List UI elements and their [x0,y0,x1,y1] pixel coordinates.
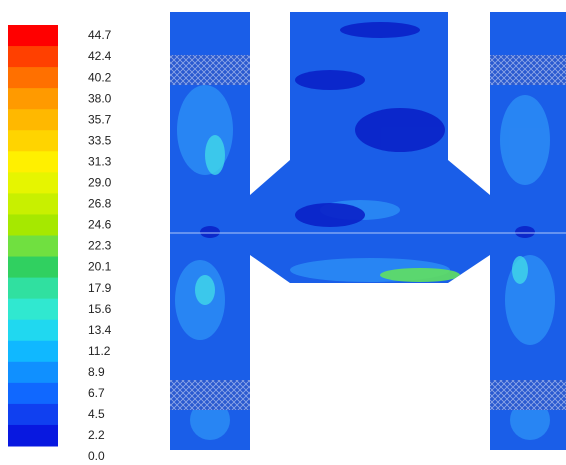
colorbar-label: 42.4 [88,49,112,63]
contour-figure: 44.7 42.4 40.2 38.0 35.7 33.5 31.3 29.0 26.8 24.6… [0,0,566,465]
color-band [8,193,58,215]
color-band [8,236,58,258]
color-band [8,67,58,89]
colorbar-label: 15.6 [88,302,112,316]
colorbar-label: 31.3 [88,154,112,168]
domain [160,0,566,465]
colorbar-label: 17.9 [88,281,112,295]
color-band [8,320,58,342]
colorbar-label: 8.9 [88,365,105,379]
color-band [8,299,58,321]
colorbar-label: 38.0 [88,91,112,105]
colorbar-label: 6.7 [88,386,105,400]
colorbar-label: 26.8 [88,197,112,211]
colorbar-label: 44.7 [88,28,112,42]
color-band [8,214,58,236]
colorbar-label: 33.5 [88,133,112,147]
color-band [8,404,58,426]
color-band [8,425,58,447]
colorbar-label: 11.2 [88,344,111,358]
colorbar-label: 35.7 [88,112,112,126]
color-band [8,362,58,384]
color-band [8,278,58,300]
color-band [8,257,58,279]
color-band [8,383,58,405]
color-band [8,109,58,131]
color-band [8,130,58,152]
colorbar-label: 4.5 [88,407,105,421]
colorbar-label: 0.0 [88,449,105,463]
color-band [8,151,58,173]
color-band [8,46,58,68]
colorbar-label: 2.2 [88,428,105,442]
colorbar-label: 24.6 [88,218,112,232]
colorbar-label: 22.3 [88,239,112,253]
colorbar-label: 29.0 [88,176,112,190]
color-band [8,25,58,47]
colorbar-label: 40.2 [88,70,112,84]
color-band [8,172,58,194]
colorbar-label: 13.4 [88,323,112,337]
color-band [8,88,58,110]
colorbar: 44.7 42.4 40.2 38.0 35.7 33.5 31.3 29.0 26.8 24.6… [8,25,112,463]
colorbar-label: 20.1 [88,260,112,274]
color-band [8,341,58,363]
